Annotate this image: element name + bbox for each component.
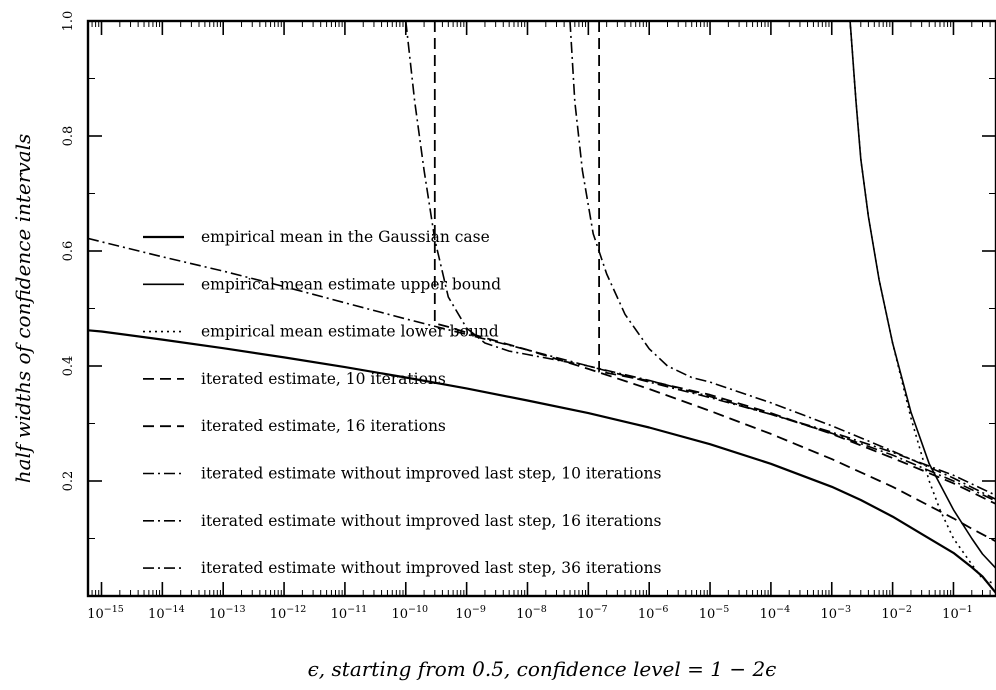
x-tick-base: 10	[455, 607, 472, 622]
legend-label: iterated estimate, 10 iterations	[201, 370, 446, 388]
x-tick-exponent: −10	[408, 604, 428, 615]
x-tick-exponent: −9	[472, 604, 486, 615]
x-tick-labels: 10−15 10−14 10−13 10−12 10−11 10−10 10−9 10−8 10…	[87, 604, 973, 622]
x-tick-base: 10	[577, 607, 594, 622]
series-line-1	[88, 329, 996, 594]
series-line-3	[849, 21, 996, 586]
x-tick-label: 10−5	[699, 604, 730, 622]
x-axis-label: ϵ, starting from 0.5, confidence level =…	[308, 657, 777, 681]
series-lines	[88, 21, 996, 594]
legend-label: iterated estimate without improved last …	[201, 512, 661, 530]
x-tick-base: 10	[209, 607, 226, 622]
plot-frame	[86, 19, 996, 598]
legend: empirical mean in the Gaussian case empir…	[143, 228, 661, 577]
series-line-6	[405, 21, 996, 502]
y-tick-label: 0.2	[61, 471, 76, 492]
series-line-5	[598, 21, 996, 505]
axis-ticks	[87, 21, 996, 596]
y-tick-label: 1.0	[61, 11, 76, 32]
legend-label: iterated estimate without improved last …	[201, 465, 661, 483]
x-tick-label: 10−9	[455, 604, 486, 622]
x-tick-label: 10−6	[638, 604, 669, 622]
x-tick-base: 10	[820, 607, 837, 622]
x-tick-label: 10−15	[87, 604, 124, 622]
x-tick-base: 10	[516, 607, 533, 622]
y-tick-labels: 0.2 0.4 0.6 0.8 1.0	[61, 11, 76, 492]
y-tick-label: 0.8	[61, 126, 76, 147]
x-tick-exponent: −12	[286, 604, 306, 615]
legend-label: iterated estimate, 16 iterations	[201, 417, 446, 435]
x-tick-label: 10−10	[391, 604, 428, 622]
x-tick-base: 10	[760, 607, 777, 622]
x-tick-label: 10−8	[516, 604, 547, 622]
x-tick-exponent: −4	[776, 604, 790, 615]
legend-label: empirical mean estimate lower bound	[201, 323, 499, 341]
legend-label: iterated estimate without improved last …	[201, 559, 661, 577]
x-tick-label: 10−13	[209, 604, 246, 622]
x-tick-exponent: −14	[165, 604, 185, 615]
series-line-2	[849, 21, 996, 569]
x-tick-base: 10	[942, 607, 959, 622]
x-tick-exponent: −13	[225, 604, 245, 615]
x-tick-base: 10	[638, 607, 655, 622]
x-tick-base: 10	[270, 607, 287, 622]
legend-label: empirical mean estimate upper bound	[201, 275, 501, 293]
y-axis-label: half widths of confidence intervals	[11, 134, 35, 484]
x-tick-exponent: −3	[837, 604, 851, 615]
series-line-7	[569, 21, 996, 501]
x-tick-base: 10	[699, 607, 716, 622]
x-tick-label: 10−14	[148, 604, 185, 622]
legend-label: empirical mean in the Gaussian case	[201, 228, 490, 246]
x-tick-exponent: −2	[898, 604, 912, 615]
x-tick-label: 10−11	[331, 604, 368, 622]
x-tick-label: 10−2	[881, 604, 912, 622]
x-tick-label: 10−12	[270, 604, 307, 622]
x-tick-exponent: −11	[347, 604, 367, 615]
x-tick-base: 10	[148, 607, 165, 622]
x-tick-base: 10	[881, 607, 898, 622]
x-tick-label: 10−1	[942, 604, 973, 622]
x-tick-exponent: −1	[959, 604, 973, 615]
y-tick-label: 0.4	[61, 356, 76, 377]
x-tick-label: 10−3	[820, 604, 851, 622]
x-tick-exponent: −5	[715, 604, 729, 615]
x-tick-label: 10−4	[760, 604, 791, 622]
x-tick-exponent: −8	[533, 604, 547, 615]
x-tick-exponent: −6	[654, 604, 668, 615]
x-tick-exponent: −7	[594, 604, 608, 615]
y-tick-label: 0.6	[61, 241, 76, 262]
x-tick-base: 10	[391, 607, 408, 622]
x-tick-exponent: −15	[104, 604, 124, 615]
x-tick-base: 10	[87, 607, 104, 622]
x-tick-base: 10	[331, 607, 348, 622]
x-tick-label: 10−7	[577, 604, 608, 622]
